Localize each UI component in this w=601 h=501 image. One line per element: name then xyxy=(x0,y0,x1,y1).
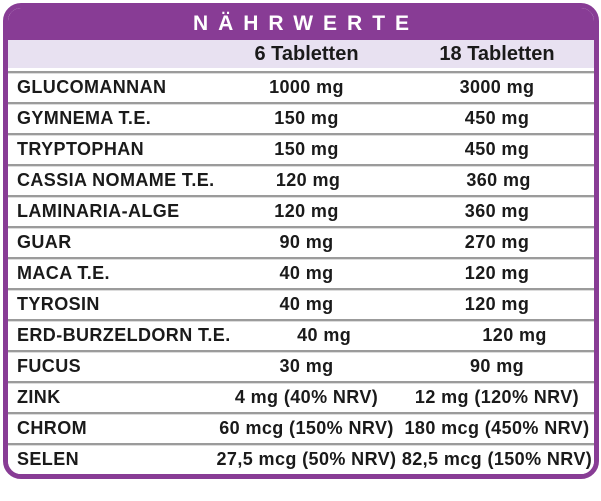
row-ingredient-label: GUAR xyxy=(17,232,72,252)
table-row: TRYPTOPHAN 150 mg 450 mg xyxy=(8,133,594,164)
row-value-18-tabletten: 3000 mg xyxy=(459,77,535,97)
table-row: GYMNEMA T.E. 150 mg 450 mg xyxy=(8,102,594,133)
table-row: CASSIA NOMAME T.E. 120 mg 360 mg xyxy=(8,164,594,195)
row-ingredient-label: MACA T.E. xyxy=(17,263,110,283)
row-ingredient-label: FUCUS xyxy=(17,356,81,376)
table-row: ZINK 4 mg (40% NRV) 12 mg (120% NRV) xyxy=(8,381,594,412)
row-ingredient-label: ZINK xyxy=(17,387,61,407)
row-value-18-tabletten: 120 mg xyxy=(482,325,547,345)
row-value-18-tabletten: 90 mg xyxy=(469,356,525,376)
row-value-18-tabletten: 12 mg (120% NRV) xyxy=(414,387,580,407)
row-ingredient-label: CASSIA NOMAME T.E. xyxy=(17,170,215,190)
row-ingredient-label: GYMNEMA T.E. xyxy=(17,108,152,128)
column-header-18-tabletten: 18 Tabletten xyxy=(439,42,555,65)
row-value-18-tabletten: 450 mg xyxy=(464,108,530,128)
table-body: GLUCOMANNAN 1000 mg 3000 mg GYMNEMA T.E. 150… xyxy=(8,71,594,474)
row-value-18-tabletten: 450 mg xyxy=(464,139,530,159)
row-value-6-tabletten: 40 mg xyxy=(279,294,334,314)
row-value-18-tabletten: 270 mg xyxy=(464,232,530,252)
table-title: NÄHRWERTE xyxy=(192,11,420,35)
row-value-18-tabletten: 120 mg xyxy=(464,294,530,314)
table-row: ERD-BURZELDORN T.E. 40 mg 120 mg xyxy=(8,319,594,350)
table-row: GUAR 90 mg 270 mg xyxy=(8,226,594,257)
row-value-6-tabletten: 120 mg xyxy=(275,170,341,190)
row-value-6-tabletten: 60 mcg (150% NRV) xyxy=(219,418,394,438)
table-title-bar: NÄHRWERTE xyxy=(8,8,594,40)
row-value-6-tabletten: 27,5 mcg (50% NRV) xyxy=(216,449,397,469)
row-value-6-tabletten: 120 mg xyxy=(274,201,339,221)
row-ingredient-label: ERD-BURZELDORN T.E. xyxy=(17,325,231,345)
row-ingredient-label: TRYPTOPHAN xyxy=(17,139,145,159)
table-row: GLUCOMANNAN 1000 mg 3000 mg xyxy=(8,71,594,102)
row-value-6-tabletten: 90 mg xyxy=(279,232,334,252)
row-value-6-tabletten: 150 mg xyxy=(274,139,339,159)
row-value-18-tabletten: 120 mg xyxy=(464,263,530,283)
row-ingredient-label: LAMINARIA-ALGE xyxy=(17,201,180,221)
table-row: MACA T.E. 40 mg 120 mg xyxy=(8,257,594,288)
column-header-6-tabletten: 6 Tabletten xyxy=(254,42,359,65)
table-row: CHROM 60 mcg (150% NRV) 180 mcg (450% NRV) xyxy=(8,412,594,443)
table-row: SELEN 27,5 mcg (50% NRV) 82,5 mcg (150% NR… xyxy=(8,443,594,474)
row-value-6-tabletten: 1000 mg xyxy=(269,77,344,97)
row-value-18-tabletten: 360 mg xyxy=(464,201,530,221)
row-value-6-tabletten: 30 mg xyxy=(279,356,334,376)
row-ingredient-label: TYROSIN xyxy=(17,294,100,314)
table-row: TYROSIN 40 mg 120 mg xyxy=(8,288,594,319)
row-value-6-tabletten: 150 mg xyxy=(274,108,339,128)
row-value-6-tabletten: 40 mg xyxy=(297,325,352,345)
row-value-18-tabletten: 180 mcg (450% NRV) xyxy=(404,418,590,438)
row-value-18-tabletten: 82,5 mcg (150% NRV) xyxy=(401,449,593,469)
row-value-18-tabletten: 360 mg xyxy=(466,170,531,190)
row-value-6-tabletten: 40 mg xyxy=(279,263,334,283)
row-ingredient-label: CHROM xyxy=(17,418,87,438)
table-row: FUCUS 30 mg 90 mg xyxy=(8,350,594,381)
row-ingredient-label: GLUCOMANNAN xyxy=(17,77,167,97)
column-header-row: 6 Tabletten 18 Tabletten xyxy=(8,40,594,68)
row-value-6-tabletten: 4 mg (40% NRV) xyxy=(234,387,379,407)
row-ingredient-label: SELEN xyxy=(17,449,80,469)
table-row: LAMINARIA-ALGE 120 mg 360 mg xyxy=(8,195,594,226)
nutrition-table-frame: NÄHRWERTE 6 Tabletten 18 Tabletten GLUCO… xyxy=(3,3,599,479)
